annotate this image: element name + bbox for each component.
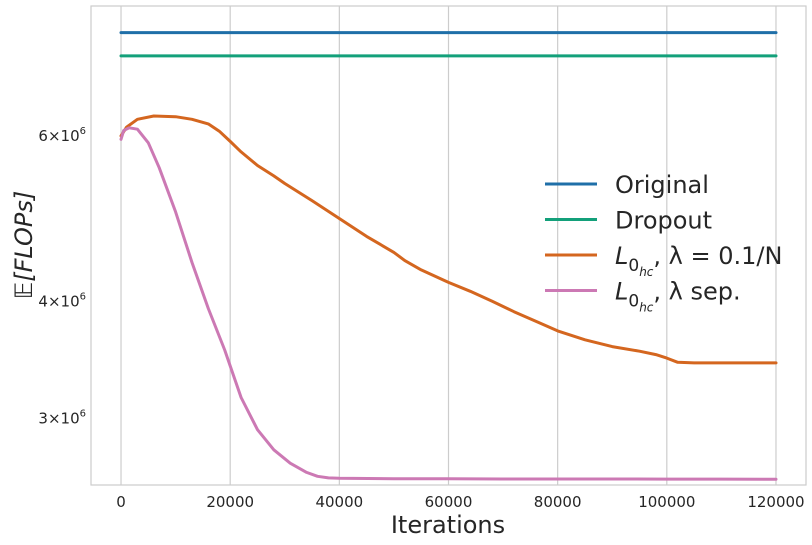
legend-label: Original <box>615 171 709 199</box>
x-tick-label: 20000 <box>206 493 254 511</box>
legend-item: L0hc, λ sep. <box>545 278 741 315</box>
legend-item: Original <box>545 171 709 199</box>
legend-item: L0hc, λ = 0.1/N <box>545 242 782 279</box>
x-tick-label: 60000 <box>425 493 473 511</box>
x-tick-label: 0 <box>116 493 126 511</box>
x-tick-label: 100000 <box>638 493 695 511</box>
grid-lines <box>120 6 777 485</box>
x-axis-ticks: 0 20000 40000 60000 80000 100000 120000 <box>116 493 804 511</box>
y-tick-label: 4×106 <box>38 291 86 310</box>
series-line-3 <box>119 126 778 481</box>
y-tick-label: 6×106 <box>38 126 86 145</box>
legend-label: L0hc, λ = 0.1/N <box>615 242 782 279</box>
y-tick-label: 3×106 <box>38 409 86 428</box>
series-line-2 <box>119 114 778 365</box>
legend-label: L0hc, λ sep. <box>615 278 741 315</box>
legend-label: Dropout <box>615 207 712 235</box>
x-tick-label: 40000 <box>315 493 363 511</box>
y-axis-title: 𝔼[FLOPs] <box>10 191 38 300</box>
x-tick-label: 120000 <box>747 493 804 511</box>
x-tick-label: 80000 <box>534 493 582 511</box>
x-axis-title: Iterations <box>391 511 505 539</box>
legend-item: Dropout <box>545 207 712 235</box>
series-lines <box>119 31 778 481</box>
y-axis-ticks: 3×106 4×106 6×106 <box>38 126 86 428</box>
